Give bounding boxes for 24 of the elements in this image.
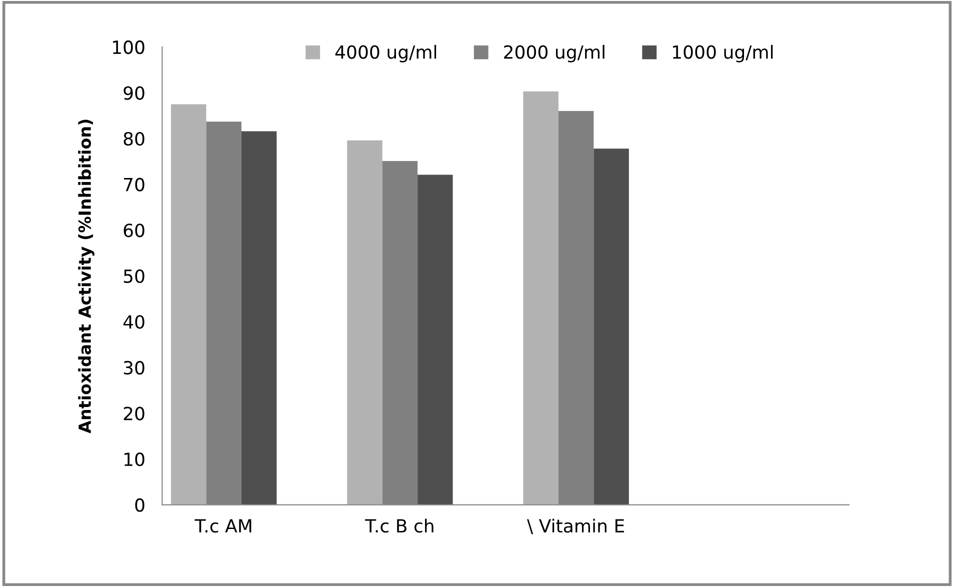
legend-label: 1000 ug/ml [673,44,773,62]
legend-label: 4000 ug/ml [335,44,436,62]
y-tick-label: 80 [124,132,144,146]
y-tick-label: 10 [124,452,144,466]
y-tick-label: 20 [124,406,144,420]
x-tick-label: T.c B ch [365,518,434,533]
legend-label: 2000 ug/ml [504,44,604,62]
bar [523,91,558,505]
y-tick-label: 30 [124,360,144,375]
y-tick-label: 0 [135,498,144,512]
y-tick-label: 90 [124,86,144,100]
bar [347,140,382,505]
y-tick-label: 40 [123,315,144,329]
bar [170,104,206,505]
bar [241,131,277,505]
y-axis-title: Antioxidant Activity (%Inhibition) [78,120,94,434]
x-tick-label: \ Vitamin E [527,518,624,534]
y-tick-label: 50 [124,269,144,284]
y-tick-label: 100 [113,40,144,54]
y-tick-label: 70 [124,178,144,192]
bar [594,148,629,505]
x-tick-label: T.c AM [194,519,252,533]
bar [418,174,453,505]
y-tick-label: 60 [124,224,144,238]
